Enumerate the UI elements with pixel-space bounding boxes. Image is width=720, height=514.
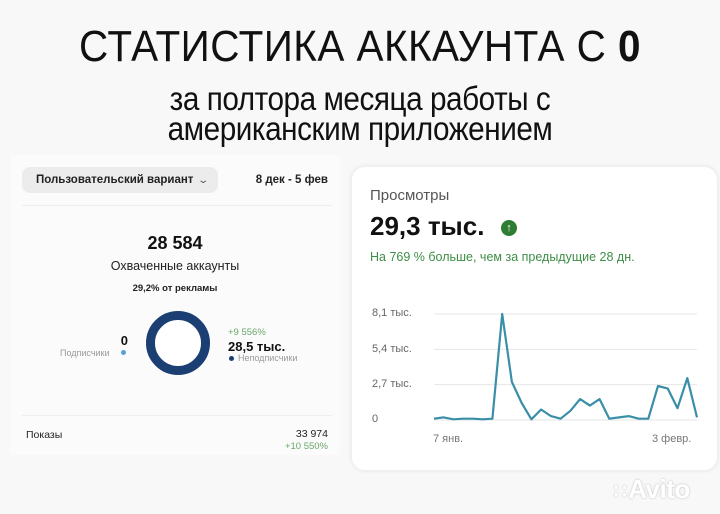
headline-title: СТАТИСТИКА АККАУНТА С 0 [29, 22, 691, 72]
followers-donut-chart [146, 311, 210, 375]
divider [22, 415, 332, 416]
y-tick-label: 5,4 тыс. [372, 343, 412, 355]
reach-panel: Пользовательский вариант ⌄ 8 дек - 5 фев… [10, 155, 340, 455]
date-range[interactable]: 8 дек - 5 фев [255, 174, 328, 186]
impressions-change: +10 550% [284, 441, 328, 452]
ads-share: 29,2% от рекламы [132, 283, 218, 294]
non-followers-change: +9 556% [228, 327, 266, 338]
views-line-chart [433, 312, 699, 421]
non-followers-label: Неподписчики [238, 353, 298, 363]
x-tick-label: 7 янв. [433, 433, 464, 445]
impressions-label: Показы [26, 429, 63, 441]
non-followers-value: 28,5 тыс. [228, 339, 286, 354]
impressions-value: 33 974 [295, 428, 328, 440]
followers-legend-dot-icon [121, 350, 126, 355]
accounts-reached-value: 28 584 [147, 233, 203, 253]
avito-logo-icon: ∷ [614, 481, 627, 503]
period-dropdown[interactable]: Пользовательский вариант ⌄ [22, 167, 218, 193]
headline-title-text: СТАТИСТИКА АККАУНТА С [78, 22, 607, 71]
period-dropdown-label: Пользовательский вариант [36, 174, 194, 186]
y-tick-label: 0 [372, 413, 379, 425]
arrow-up-circle-icon: ↑ [501, 220, 517, 236]
headline-subtitle-2: американским приложением [167, 110, 553, 147]
accounts-reached-label: Охваченные аккаунты [110, 259, 240, 273]
followers-label: Подписчики [60, 348, 110, 358]
headline-zero: 0 [618, 22, 642, 71]
avito-watermark-text: Avito [628, 474, 690, 504]
views-value: 29,3 тыс. [370, 211, 485, 241]
views-change-text: На 769 % больше, чем за предыдущие 28 дн… [370, 250, 635, 264]
followers-value: 0 [120, 333, 128, 348]
chevron-down-icon: ⌄ [197, 174, 210, 186]
y-tick-label: 8,1 тыс. [372, 307, 412, 319]
headline-subtitle-1: за полтора месяца работы с [169, 80, 551, 117]
views-title: Просмотры [370, 187, 450, 204]
y-tick-label: 2,7 тыс. [372, 378, 412, 390]
views-card: Просмотры 29,3 тыс. ↑ На 769 % больше, ч… [351, 166, 718, 471]
divider [22, 205, 332, 206]
avito-watermark: ∷Avito [614, 474, 690, 505]
non-followers-legend-dot-icon [229, 356, 234, 361]
x-tick-label: 3 февр. [652, 433, 692, 445]
